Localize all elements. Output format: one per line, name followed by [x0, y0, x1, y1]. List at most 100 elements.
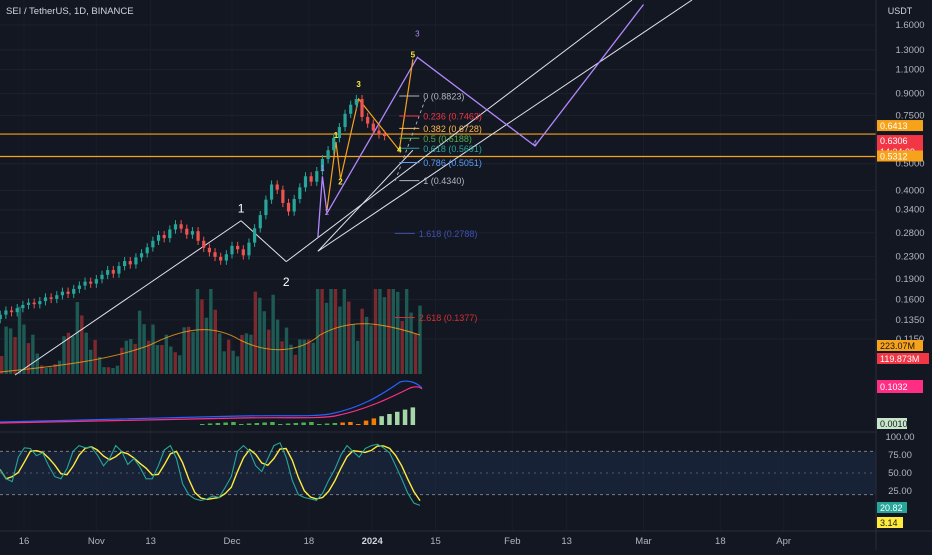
volume-bars	[0, 289, 422, 374]
wave-label-violet: 3	[415, 30, 420, 39]
macd-histogram-bar	[301, 422, 306, 425]
volume-bar	[53, 364, 57, 374]
volume-bar	[124, 340, 128, 374]
time-tick-label: Mar	[635, 536, 651, 547]
time-axis[interactable]: 16 Nov 13 Dec 18 2024 15 Feb 13 Mar 18 Apr	[0, 530, 932, 547]
price-tick-label: 0.1350	[895, 315, 924, 326]
fibonacci-retracement[interactable]: 0 (0.8823)0.236 (0.7463)0.382 (0.6728)0.…	[394, 91, 482, 323]
volume-bar	[120, 347, 124, 374]
fib-level-label: 0.786 (0.5051)	[423, 158, 482, 168]
price-tick-label: 0.2800	[895, 228, 924, 239]
candle-body	[100, 274, 104, 280]
macd-histogram-bar	[309, 422, 314, 425]
price-tick-label: 0.3400	[895, 205, 924, 216]
volume-bar	[231, 350, 235, 374]
macd-histogram-bar	[200, 424, 205, 425]
macd-histogram-bar	[231, 422, 236, 425]
symbol-title[interactable]: SEI / TetherUS, 1D, BINANCE	[6, 6, 134, 17]
candle-body	[123, 261, 127, 267]
price-axis[interactable]: 1.6000 1.3000 1.1000 0.9000 0.7500 0.5000 0.40…	[875, 0, 932, 550]
volume-bar	[320, 289, 324, 374]
macd-histogram-bar	[324, 423, 330, 425]
price-tick-label: 1.6000	[895, 20, 924, 31]
volume-bar	[324, 302, 329, 374]
candle-body	[83, 281, 87, 286]
volume-bar	[204, 317, 209, 374]
volume-bar	[8, 328, 13, 374]
macd-histogram-bar	[402, 409, 408, 425]
volume-bar	[209, 289, 213, 374]
volume-bar	[382, 297, 387, 374]
horizontal-levels[interactable]	[0, 133, 876, 158]
candle-body	[134, 257, 138, 265]
volume-bar	[93, 339, 97, 374]
stoch-k-line	[0, 442, 421, 506]
candle-body	[128, 261, 132, 265]
macd-histogram-bar	[207, 423, 213, 425]
volume-ma-label-box	[877, 340, 923, 351]
macd-line	[0, 380, 423, 423]
macd-histogram-bar	[239, 424, 244, 425]
time-tick-label: 18	[715, 536, 726, 547]
volume-bar	[26, 343, 31, 374]
price-label: 0.6413	[880, 121, 908, 131]
volume-bar	[169, 346, 173, 374]
volume-bar	[129, 339, 133, 374]
candle-body	[207, 247, 211, 253]
candle-body	[236, 245, 240, 250]
volume-bar	[13, 337, 17, 374]
candle-body	[43, 297, 48, 302]
stoch-tick-label: 75.00	[888, 450, 912, 461]
candle-body	[0, 314, 2, 319]
volume-bar	[271, 294, 275, 374]
candle-body	[281, 189, 285, 203]
volume-last-label: 119.873M	[880, 354, 919, 364]
candle-body	[145, 247, 149, 254]
macd-signal-label: 0.1032	[880, 382, 908, 392]
price-label: 0.6306	[880, 136, 908, 146]
volume-bar	[142, 324, 146, 374]
volume-bar	[244, 333, 249, 374]
fib-level-label: 0.5 (0.6188)	[423, 134, 472, 144]
volume-bar	[267, 329, 271, 374]
volume-bar	[356, 340, 360, 374]
time-tick-label: 16	[19, 536, 30, 547]
volume-bar	[369, 325, 373, 374]
candle-body	[196, 231, 200, 241]
wave-label-violet: 2	[325, 208, 330, 217]
volume-bar	[258, 297, 262, 374]
wave-labels: 1 2 1 2 3 4 5 1 2 3 4	[238, 30, 538, 289]
candle-body	[60, 291, 65, 296]
volume-bar	[396, 291, 400, 374]
stoch-d-label: 3.14	[880, 518, 898, 528]
time-tick-label: Nov	[88, 536, 105, 547]
candle-body	[264, 199, 268, 216]
candle-body	[173, 224, 178, 230]
time-tick-label: 2024	[362, 536, 384, 547]
drawings[interactable]	[14, 0, 693, 376]
time-tick-label: Dec	[224, 536, 241, 547]
price-tick-label: 0.2300	[895, 251, 924, 262]
candle-body	[202, 240, 206, 248]
time-tick-label: 18	[304, 536, 315, 547]
wave-label-orange: 2	[338, 178, 343, 187]
macd-histogram-bar	[395, 411, 400, 425]
macd-histogram-bar	[293, 423, 299, 425]
candle-body	[269, 184, 274, 200]
volume-bar	[235, 356, 240, 374]
volume-last-label-box	[877, 353, 929, 364]
candle-body	[185, 228, 189, 235]
volume-bar	[186, 326, 191, 374]
volume-bar	[200, 299, 204, 374]
fib-level-label: 0 (0.8823)	[423, 91, 464, 101]
volume-bar	[133, 343, 137, 374]
macd-signal-label-box	[877, 380, 923, 393]
candle-body	[343, 113, 347, 128]
volume-bar	[164, 334, 169, 374]
volume-bar	[413, 333, 418, 374]
volume-bar	[391, 289, 395, 374]
volume-bar	[111, 368, 115, 374]
volume-bar	[44, 368, 48, 374]
